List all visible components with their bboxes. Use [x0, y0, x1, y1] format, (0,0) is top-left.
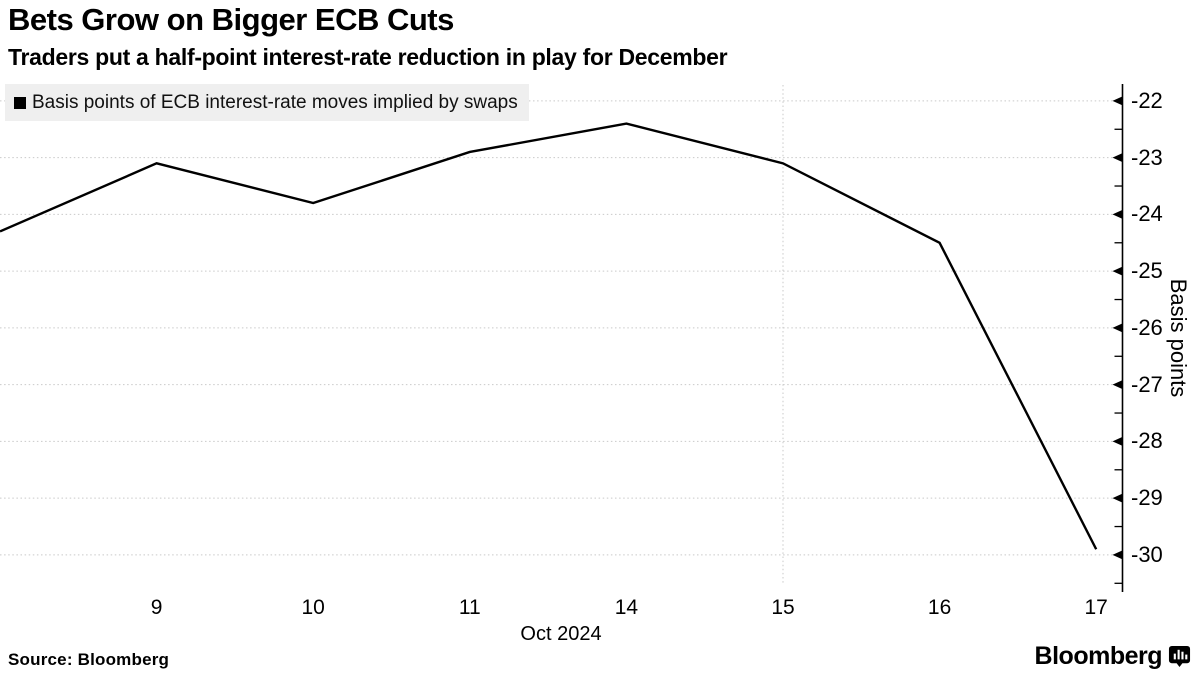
legend-swatch-icon [14, 96, 26, 109]
y-tick-label: -23 [1131, 144, 1163, 170]
y-tick-label: -29 [1131, 485, 1163, 511]
page-title: Bets Grow on Bigger ECB Cuts [8, 2, 454, 37]
x-tick-label: 9 [150, 596, 163, 619]
bloomberg-logo: Bloomberg [1035, 642, 1191, 671]
y-tick-label: -27 [1131, 371, 1163, 397]
y-tick-label: -26 [1131, 314, 1163, 340]
x-tick-label: 14 [614, 596, 639, 619]
x-tick-label: 17 [1084, 596, 1108, 619]
source-attribution: Source: Bloomberg [8, 650, 170, 669]
bloomberg-chart-icon [1168, 645, 1191, 668]
x-tick-label: 15 [771, 596, 795, 619]
x-axis-title: Oct 2024 [520, 623, 602, 645]
x-tick-label: 16 [927, 596, 952, 619]
legend-label: Basis points of ECB interest-rate moves … [32, 91, 518, 113]
page-subtitle: Traders put a half-point interest-rate r… [8, 44, 728, 70]
x-tick-label: 11 [458, 596, 481, 619]
y-tick-label: -24 [1131, 201, 1163, 227]
y-tick-label: -28 [1131, 428, 1163, 454]
bloomberg-logo-text: Bloomberg [1034, 642, 1163, 670]
y-tick-label: -30 [1131, 541, 1163, 567]
y-tick-label: -22 [1131, 87, 1163, 113]
x-tick-label: 10 [301, 596, 325, 619]
y-tick-label: -25 [1131, 258, 1163, 284]
legend: Basis points of ECB interest-rate moves … [5, 84, 529, 121]
